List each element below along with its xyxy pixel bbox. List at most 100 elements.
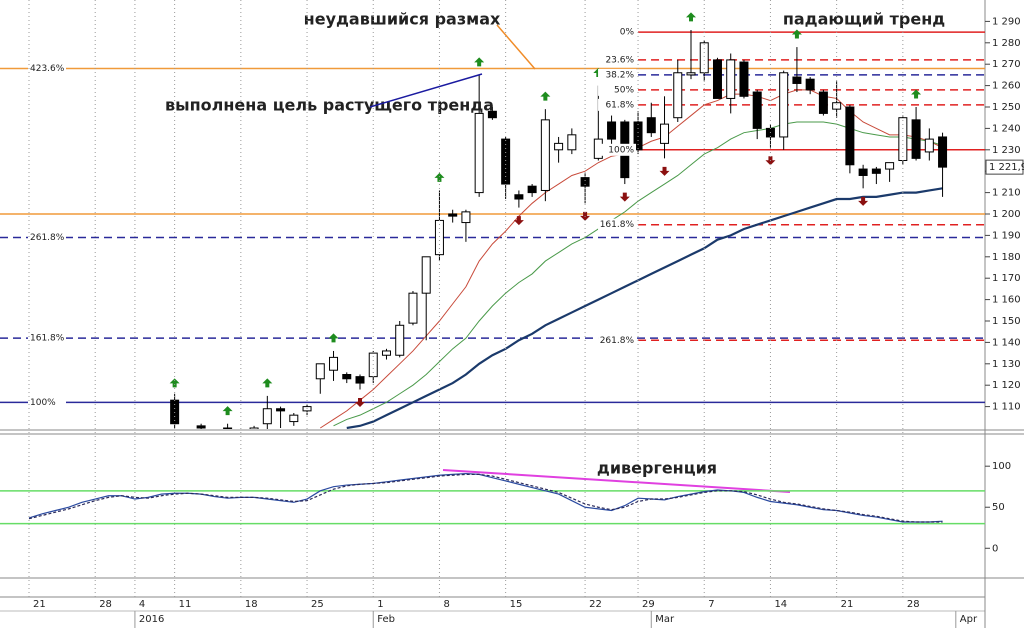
x-tick-label: 29 <box>642 599 655 610</box>
moving-average <box>346 187 943 429</box>
x-tick-label: 28 <box>907 599 920 610</box>
signal-up <box>169 378 180 388</box>
level-label: 261.8% <box>600 336 635 346</box>
x-tick-label: 14 <box>774 599 787 610</box>
moving-average <box>333 121 943 427</box>
candle-body <box>792 76 802 84</box>
y-tick-label: 1 110 <box>992 402 1021 413</box>
annotation: выполнена цель растущего тренда <box>165 96 494 115</box>
candle-body <box>858 168 868 176</box>
candle-body <box>567 134 577 151</box>
candle-body <box>726 59 736 99</box>
pointer <box>369 73 483 108</box>
candle-body <box>686 72 696 76</box>
candle-body <box>249 427 259 429</box>
level-label-bg <box>598 83 637 96</box>
signal-up <box>911 89 922 99</box>
y-tick-label: 100 <box>992 461 1011 472</box>
candle-body <box>315 363 325 380</box>
level-label-bg <box>28 62 66 75</box>
level-label-bg <box>28 396 66 409</box>
candle-body <box>421 256 431 294</box>
level-label-bg <box>598 68 637 81</box>
signal-down <box>858 196 869 206</box>
annotation: неудавшийся размах <box>304 10 501 29</box>
level-label: 100% <box>608 145 634 155</box>
last-price-label: 1 221,9 <box>989 162 1024 173</box>
y-tick-label: 1 230 <box>992 145 1021 156</box>
candle-body <box>540 119 550 191</box>
candle-body <box>580 177 590 187</box>
candle-body <box>673 72 683 119</box>
pointer <box>496 24 536 70</box>
candle-body <box>329 356 339 371</box>
candle-body <box>448 213 458 217</box>
candle-body <box>832 102 842 110</box>
signal-up <box>540 91 551 101</box>
candle-body <box>885 162 895 170</box>
y-tick-label: 1 180 <box>992 252 1021 263</box>
x-tick-label: 8 <box>443 599 449 610</box>
y-tick-label: 0 <box>992 543 998 554</box>
candle-body <box>381 350 391 356</box>
candle-body <box>805 78 815 91</box>
candle-body <box>818 91 828 114</box>
candle-body <box>223 427 233 429</box>
candle-body <box>395 324 405 356</box>
candle-body <box>938 136 948 168</box>
candle-body <box>911 119 921 159</box>
level-label-bg <box>598 53 637 66</box>
level-label-bg <box>598 143 637 156</box>
candle-body <box>501 138 511 185</box>
candle-body <box>712 59 722 99</box>
candle-body <box>474 112 484 194</box>
candle-body <box>434 219 444 256</box>
level-label-bg <box>598 334 637 347</box>
x-tick-label: 4 <box>139 599 145 610</box>
candle-body <box>408 292 418 324</box>
level-label: 0% <box>620 28 635 38</box>
level-label: 261.8% <box>30 233 65 243</box>
level-label: 161.8% <box>30 334 65 344</box>
y-tick-label: 1 200 <box>992 209 1021 220</box>
level-label-bg <box>598 98 637 111</box>
divergence-line <box>442 469 791 493</box>
candle-body <box>739 61 749 97</box>
overlay: 423.6% 261.8% 161.8% 100% 0% 23.6% 38.2% 50% 61.… <box>28 10 945 409</box>
x-tick-label: 18 <box>245 599 258 610</box>
level-label: 161.8% <box>600 220 635 230</box>
candle-body <box>527 185 537 194</box>
level-label-bg <box>598 26 637 39</box>
x-tick-label: 7 <box>708 599 714 610</box>
candle-body <box>196 425 206 429</box>
y-tick-label: 1 120 <box>992 380 1021 391</box>
x-tick-label: 22 <box>589 599 602 610</box>
candle-body <box>289 414 299 423</box>
y-tick-label: 1 260 <box>992 81 1021 92</box>
candle-body <box>355 376 365 384</box>
signal-up <box>328 333 339 343</box>
candle-body <box>262 408 272 425</box>
y-tick-label: 1 140 <box>992 337 1021 348</box>
month-label: Mar <box>655 614 675 625</box>
month-label: Apr <box>960 614 978 625</box>
candle-body <box>554 142 564 151</box>
level-label-bg <box>28 231 66 244</box>
y-tick-label: 1 210 <box>992 188 1021 199</box>
y-tick-label: 1 130 <box>992 359 1021 370</box>
level-label: 23.6% <box>605 55 634 65</box>
last-price-box <box>985 159 1024 175</box>
month-label: Feb <box>377 614 395 625</box>
y-tick-label: 1 190 <box>992 230 1021 241</box>
x-tick-label: 15 <box>510 599 523 610</box>
candle-body <box>342 374 352 380</box>
candle-body <box>487 110 497 119</box>
signal-up <box>686 12 696 22</box>
month-label: 2016 <box>139 614 164 625</box>
candle-body <box>752 91 762 129</box>
signal-down <box>659 166 670 176</box>
candle-body <box>514 194 524 200</box>
candle-body <box>607 121 617 140</box>
